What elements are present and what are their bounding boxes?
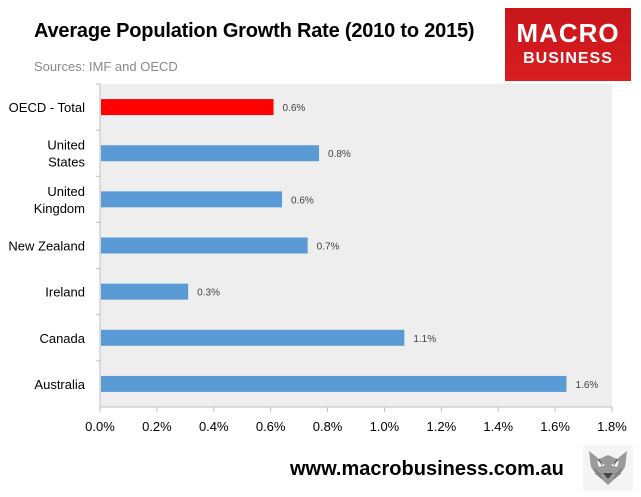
bar-value-label: 0.8% [328, 149, 351, 160]
bar-australia [101, 375, 567, 392]
x-tick-label: 1.0% [370, 419, 400, 434]
logo-line-macro: MACRO [516, 18, 620, 48]
logo-line-business: BUSINESS [523, 50, 613, 67]
category-label: United Kingdom [34, 184, 85, 216]
bar-ireland [101, 283, 189, 300]
bar-new-zealand [101, 237, 308, 254]
bar-value-label: 1.6% [575, 380, 598, 391]
bar-value-label: 0.6% [291, 195, 314, 206]
macrobusiness-logo[interactable]: MACRO BUSINESS [505, 8, 631, 81]
chart-title: Average Population Growth Rate (2010 to … [34, 20, 475, 42]
category-label: United States [47, 138, 85, 170]
bar-value-label: 0.6% [283, 103, 306, 114]
x-tick-label: 0.6% [256, 419, 286, 434]
bar-value-label: 0.3% [197, 288, 220, 299]
bar-united-states [101, 145, 320, 162]
chart-subtitle: Sources: IMF and OECD [34, 59, 178, 74]
category-label: Canada [39, 331, 85, 346]
category-label: New Zealand [8, 239, 85, 254]
x-tick-label: 0.2% [142, 419, 172, 434]
footer-website-url[interactable]: www.macrobusiness.com.au [290, 458, 564, 480]
x-tick-label: 1.2% [427, 419, 457, 434]
bar-canada [101, 329, 405, 346]
x-tick-label: 0.8% [313, 419, 343, 434]
bar-chart: 0.6% OECD - Total 0.8% United States 0.6% Unit… [8, 83, 627, 434]
x-tick-label: 0.0% [85, 419, 115, 434]
fox-emblem-icon [583, 445, 633, 491]
category-label: OECD - Total [9, 100, 85, 115]
x-tick-label: 1.4% [483, 419, 513, 434]
category-label: Ireland [45, 285, 85, 300]
x-tick-label: 1.8% [597, 419, 627, 434]
x-tick-label: 0.4% [199, 419, 229, 434]
x-tick-label: 1.6% [540, 419, 570, 434]
bar-oecd-total [101, 99, 274, 116]
bar-united-kingdom [101, 191, 283, 208]
bar-value-label: 0.7% [317, 242, 340, 253]
category-label: Australia [34, 377, 85, 392]
bar-value-label: 1.1% [413, 334, 436, 345]
